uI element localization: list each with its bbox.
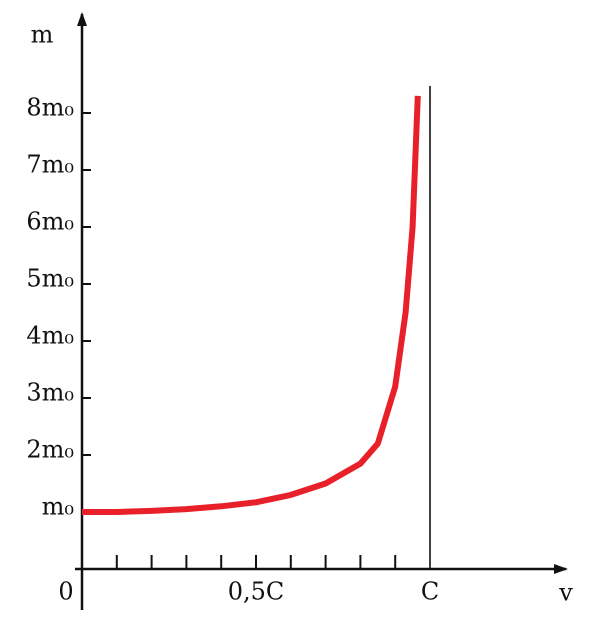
y-tick-label: 6m₀ — [26, 208, 74, 236]
y-tick-label: 4m₀ — [26, 322, 74, 350]
y-axis-label: m — [31, 21, 54, 49]
x-tick-label: 0 — [58, 578, 73, 606]
x-tick-label: 0,5C — [228, 578, 285, 606]
y-tick-label: 3m₀ — [26, 379, 74, 407]
y-tick-label: 2m₀ — [26, 436, 74, 464]
y-tick-label: m₀ — [42, 493, 74, 521]
x-axis-label: v — [558, 579, 573, 607]
y-tick-label: 7m₀ — [26, 151, 74, 179]
y-tick-label: 8m₀ — [26, 94, 74, 122]
curve — [82, 95, 421, 515]
y-tick-label: 5m₀ — [26, 265, 74, 293]
x-tick-label: C — [421, 578, 439, 606]
